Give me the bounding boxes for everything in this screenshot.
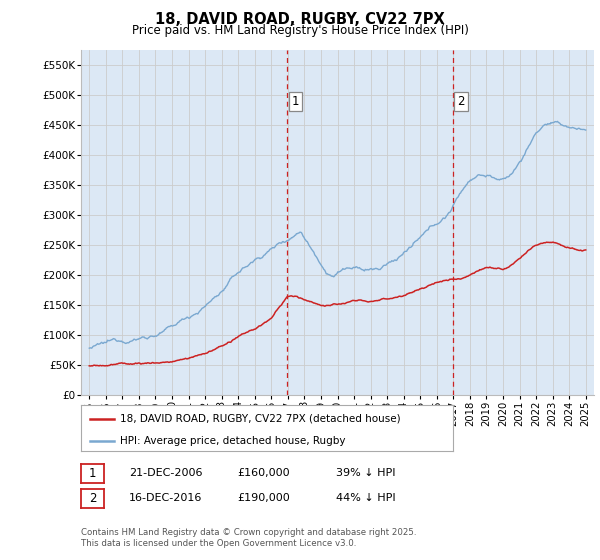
Text: 2: 2: [457, 95, 465, 108]
Text: 21-DEC-2006: 21-DEC-2006: [129, 468, 203, 478]
Text: 1: 1: [292, 95, 299, 108]
Text: HPI: Average price, detached house, Rugby: HPI: Average price, detached house, Rugb…: [120, 436, 346, 446]
Text: 1: 1: [89, 466, 96, 480]
Text: £190,000: £190,000: [237, 493, 290, 503]
Text: £160,000: £160,000: [237, 468, 290, 478]
Text: 16-DEC-2016: 16-DEC-2016: [129, 493, 202, 503]
Text: 2: 2: [89, 492, 96, 505]
Text: 44% ↓ HPI: 44% ↓ HPI: [336, 493, 395, 503]
Text: 18, DAVID ROAD, RUGBY, CV22 7PX: 18, DAVID ROAD, RUGBY, CV22 7PX: [155, 12, 445, 27]
Text: 39% ↓ HPI: 39% ↓ HPI: [336, 468, 395, 478]
Text: 18, DAVID ROAD, RUGBY, CV22 7PX (detached house): 18, DAVID ROAD, RUGBY, CV22 7PX (detache…: [120, 414, 401, 424]
Text: Price paid vs. HM Land Registry's House Price Index (HPI): Price paid vs. HM Land Registry's House …: [131, 24, 469, 36]
Text: Contains HM Land Registry data © Crown copyright and database right 2025.
This d: Contains HM Land Registry data © Crown c…: [81, 528, 416, 548]
